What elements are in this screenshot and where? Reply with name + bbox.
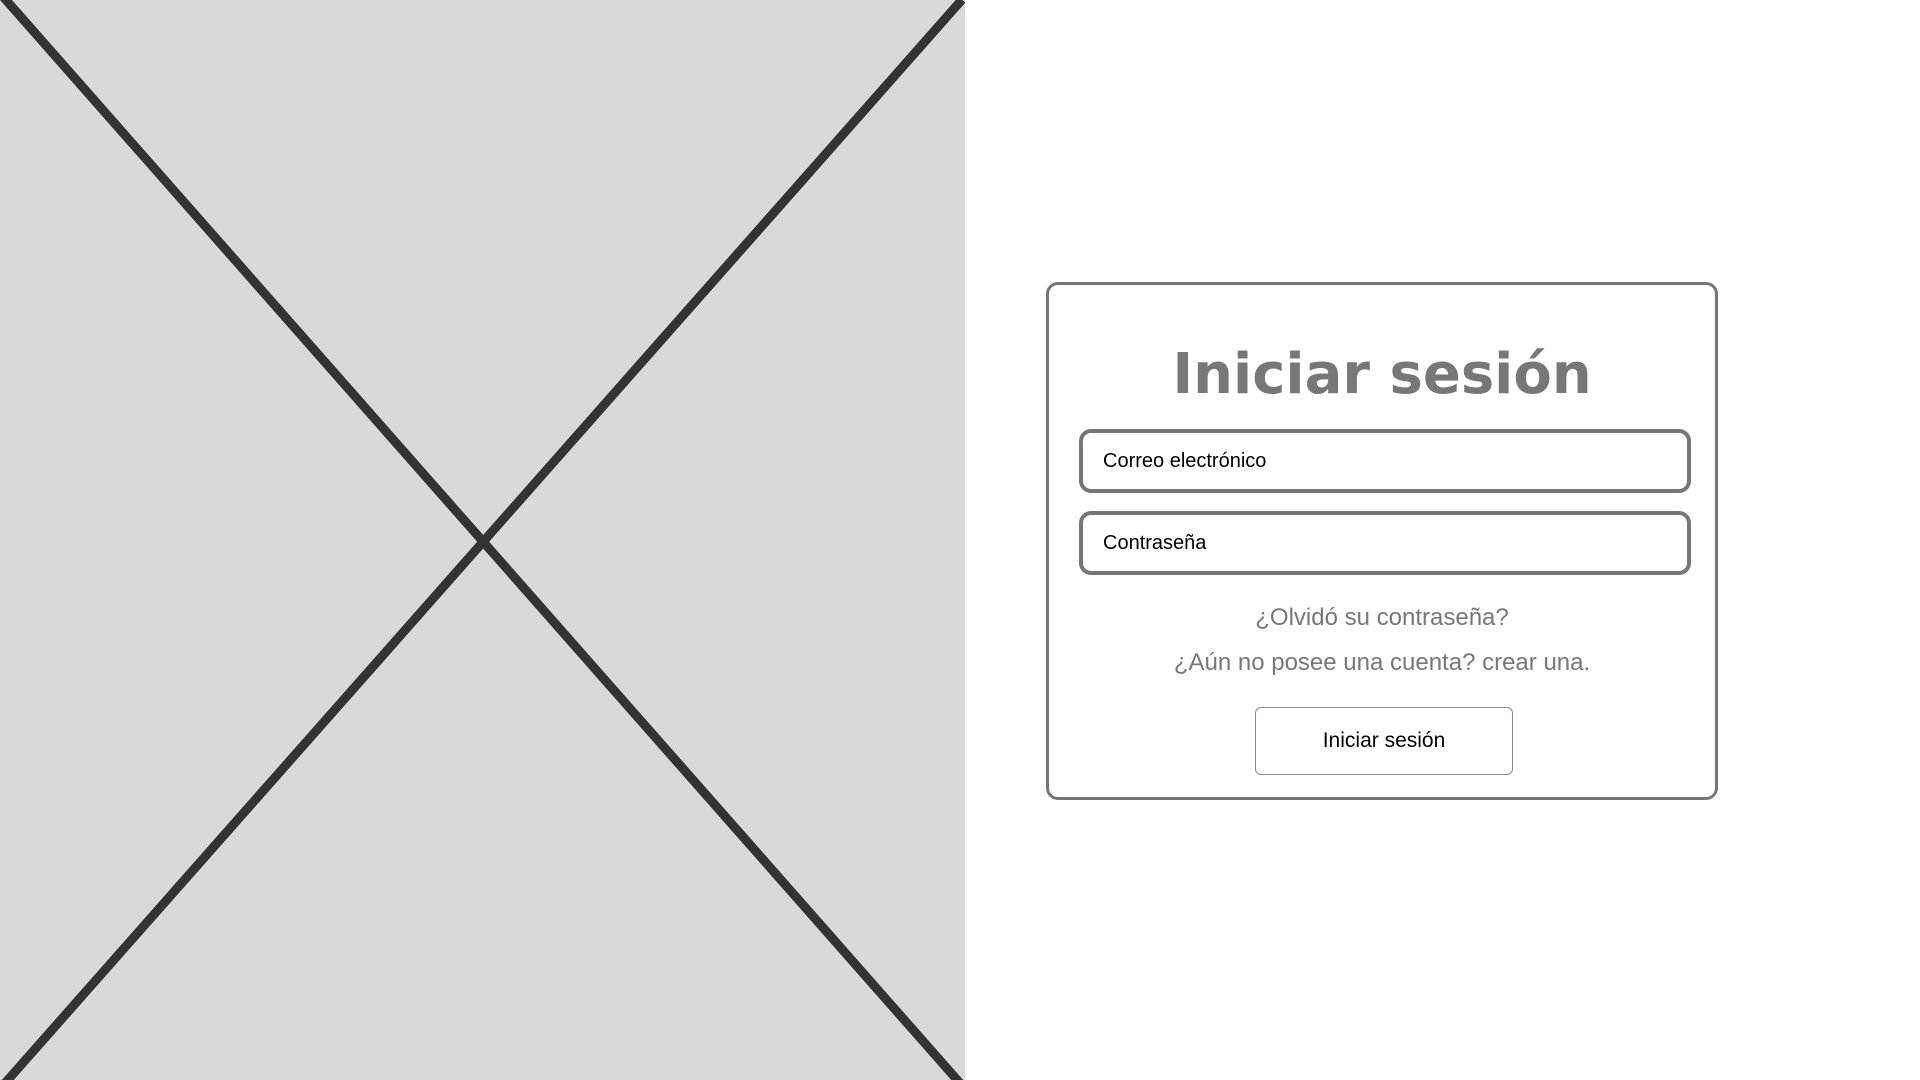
login-card: Iniciar sesión ¿Olvidó su contraseña? ¿A… [1046,282,1718,800]
create-account-link[interactable]: crear una. [1482,649,1591,676]
forgot-password-link[interactable]: ¿Olvidó su contraseña? [1255,604,1509,631]
no-account-text: ¿Aún no posee una cuenta? [1173,649,1476,676]
login-button[interactable]: Iniciar sesión [1255,707,1513,775]
login-title: Iniciar sesión [1172,342,1592,407]
email-field[interactable] [1079,429,1691,493]
signup-prompt: ¿Aún no posee una cuenta? crear una. [1049,648,1715,678]
image-placeholder [0,0,965,1080]
password-field[interactable] [1079,511,1691,575]
image-placeholder-x-icon [0,0,965,1080]
